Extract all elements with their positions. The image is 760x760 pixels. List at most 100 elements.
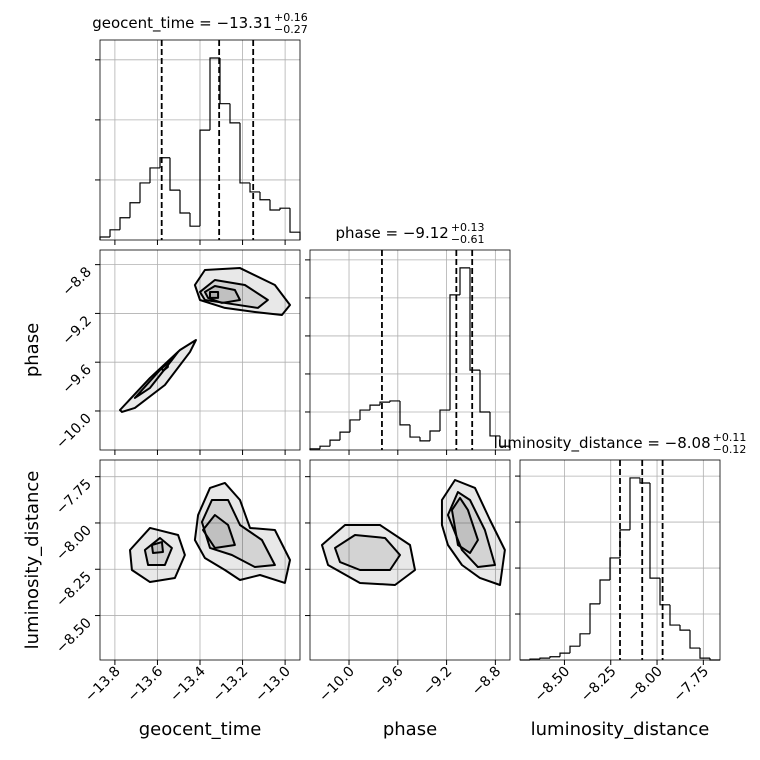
hist-step: [179, 190, 190, 214]
x-tick-label: −10.0: [316, 664, 358, 706]
hist-step: [649, 482, 660, 579]
x-tick-label: −13.8: [82, 664, 124, 706]
hist-step: [219, 58, 230, 105]
hist-step: [369, 404, 380, 411]
hist-step: [479, 370, 490, 413]
hist-step: [139, 182, 150, 203]
hist-step: [419, 437, 430, 442]
contour: [150, 541, 164, 554]
y-tick-label: −7.75: [53, 476, 95, 518]
contour: [209, 290, 220, 299]
hist-step: [129, 202, 140, 218]
hist-step: [609, 557, 620, 580]
panel-title: phase = −9.12: [335, 224, 448, 242]
contour: [193, 481, 291, 584]
x-tick-label: −13.0: [252, 664, 294, 706]
hist-step: [349, 419, 360, 433]
hist-step: [329, 439, 340, 447]
hist-step: [539, 657, 550, 660]
contour: [320, 524, 416, 586]
hist-step: [549, 656, 560, 659]
hist-step: [559, 652, 570, 657]
title-upper: +0.13: [451, 221, 485, 234]
y-tick-label: −8.50: [53, 615, 95, 657]
hist-step: [339, 431, 350, 441]
x-tick-label: −8.8: [469, 664, 504, 699]
hist-step: [659, 578, 670, 606]
x-tick-label: −13.2: [210, 664, 252, 706]
x-tick-label: −8.25: [578, 664, 620, 706]
hist-step: [259, 191, 270, 201]
y-tick-label: −8.25: [53, 569, 95, 611]
panel-frame: [99, 459, 301, 661]
panel-frame: [309, 249, 511, 451]
hist-step: [579, 633, 590, 647]
panel-title: luminosity_distance = −8.08: [494, 434, 711, 453]
panel-title: geocent_time = −13.31: [92, 14, 272, 33]
hist-step: [99, 236, 110, 240]
x-tick-label: −9.6: [371, 663, 406, 698]
y-tick-label: −9.6: [59, 362, 94, 397]
title-lower: −0.61: [451, 233, 485, 246]
contour: [201, 514, 236, 549]
x-tick-label: −8.00: [624, 664, 666, 706]
y-axis-label: phase: [22, 323, 43, 377]
hist-step: [149, 167, 160, 183]
title-lower: −0.27: [274, 23, 308, 36]
hist-step: [209, 57, 220, 131]
hist-step: [629, 477, 640, 530]
panel-frame: [99, 39, 301, 241]
title-lower: −0.12: [713, 443, 747, 456]
x-axis-label: geocent_time: [139, 719, 262, 740]
hist-step: [669, 604, 680, 626]
x-axis-label: luminosity_distance: [531, 719, 710, 740]
hist-step: [449, 294, 460, 411]
x-tick-label: −13.6: [125, 663, 167, 705]
hist-step: [239, 122, 250, 184]
title-upper: +0.16: [274, 11, 308, 24]
hist-step: [319, 445, 330, 449]
hist-step: [229, 103, 240, 124]
contour: [450, 496, 479, 554]
panel-frame: [99, 249, 301, 451]
hist-step: [359, 409, 370, 420]
hist-step: [569, 645, 580, 654]
hist-step: [689, 630, 700, 649]
title-upper: +0.11: [713, 431, 747, 444]
hist-step: [599, 579, 610, 604]
x-tick-label: −8.50: [532, 664, 574, 706]
x-tick-label: −9.2: [420, 664, 455, 699]
panel-frame: [519, 459, 721, 661]
contour: [440, 479, 506, 586]
hist-step: [469, 267, 480, 371]
contour: [160, 362, 169, 372]
hist-step: [679, 625, 690, 631]
x-tick-label: −7.75: [671, 664, 713, 706]
y-tick-label: −10.0: [53, 410, 95, 452]
x-axis-label: phase: [383, 719, 437, 740]
hist-step: [589, 603, 600, 634]
hist-step: [249, 182, 260, 193]
hist-step: [489, 411, 500, 437]
contour: [200, 499, 276, 569]
hist-step: [189, 212, 200, 227]
y-tick-label: −8.00: [53, 522, 95, 564]
hist-step: [429, 430, 440, 441]
hist-step: [269, 199, 280, 211]
contour: [129, 526, 186, 584]
y-axis-label: luminosity_distance: [22, 471, 43, 650]
hist-step: [639, 477, 650, 484]
x-tick-label: −13.4: [167, 663, 209, 705]
hist-step: [169, 157, 180, 191]
y-tick-label: −8.8: [59, 264, 94, 299]
hist-step: [109, 229, 120, 237]
hist-step: [399, 400, 410, 426]
hist-step: [439, 409, 450, 431]
hist-step: [389, 400, 400, 403]
panel-frame: [309, 459, 511, 661]
hist-step: [699, 648, 710, 659]
hist-step: [199, 129, 210, 227]
hist-step: [409, 424, 420, 438]
hist-step: [289, 208, 301, 240]
